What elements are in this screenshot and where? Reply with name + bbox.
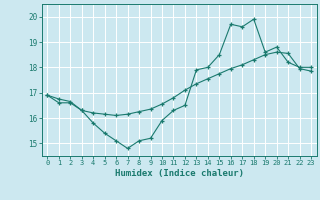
X-axis label: Humidex (Indice chaleur): Humidex (Indice chaleur): [115, 169, 244, 178]
